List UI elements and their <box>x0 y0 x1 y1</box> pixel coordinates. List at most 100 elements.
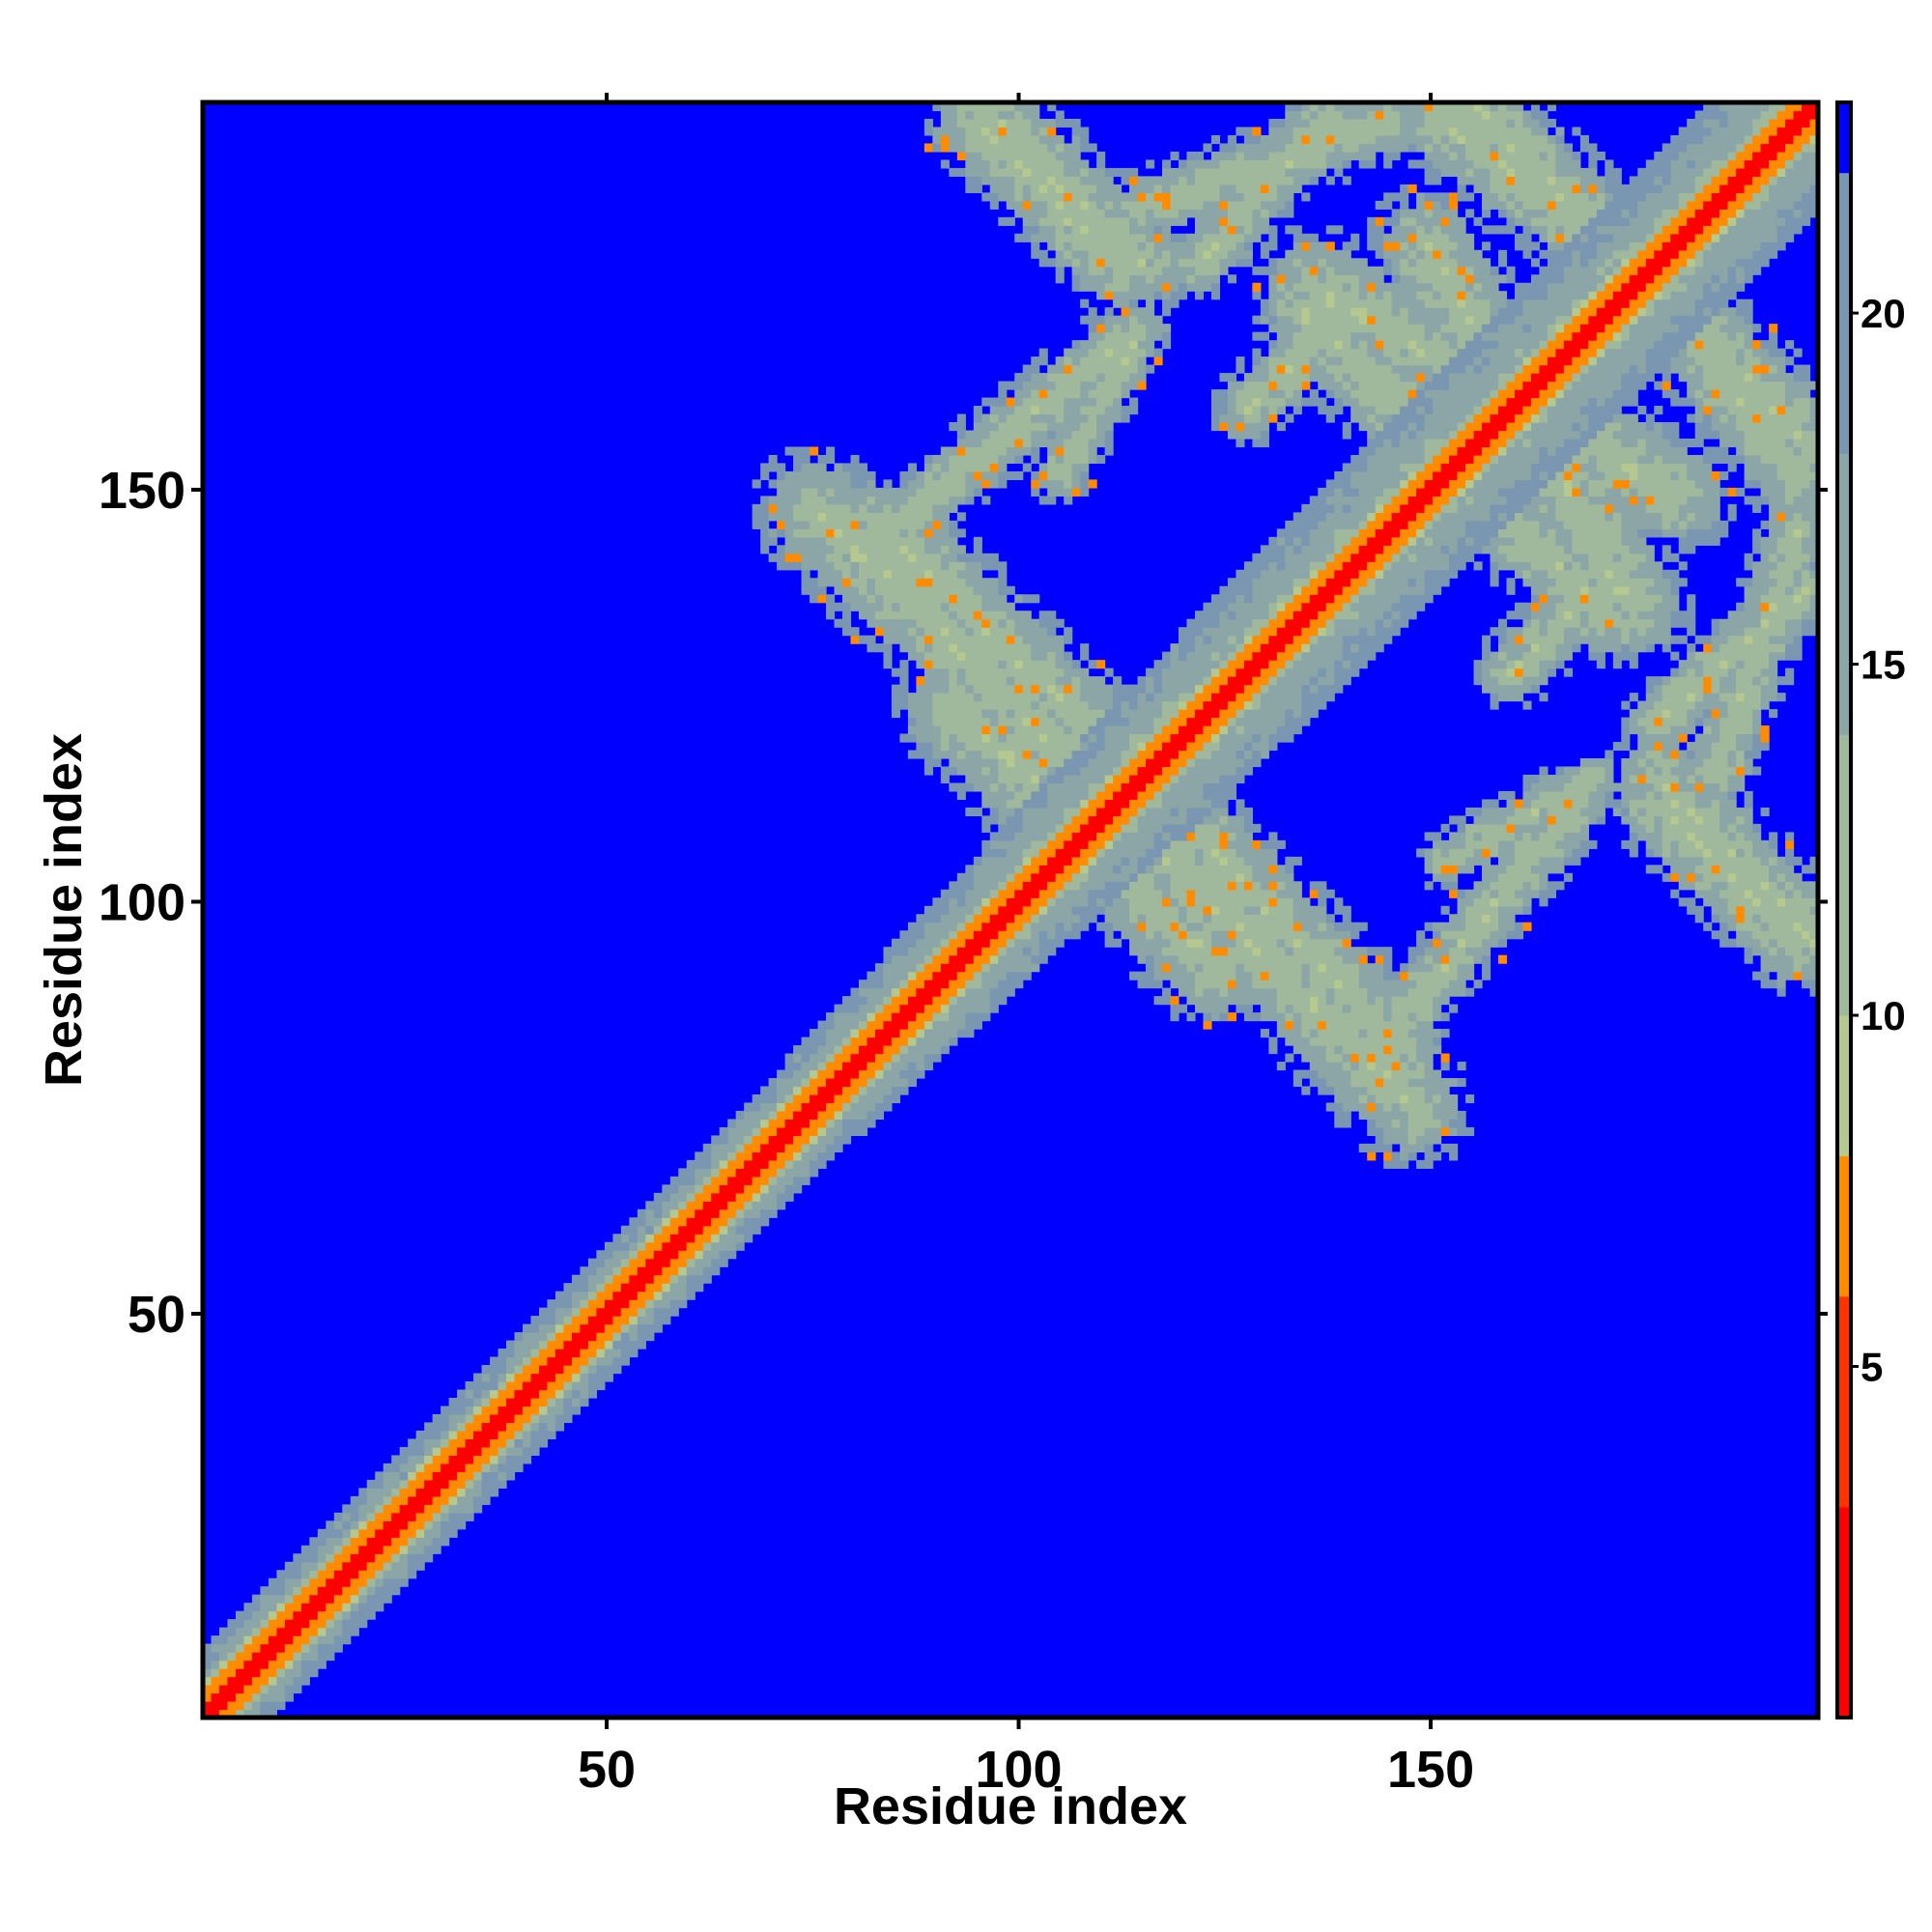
heatmap-cell <box>415 1463 425 1472</box>
heatmap-cell <box>1088 438 1097 448</box>
heatmap-cell <box>727 1176 737 1185</box>
heatmap-cell <box>1219 143 1229 153</box>
heatmap-cell <box>1006 987 1015 997</box>
heatmap-cell <box>1071 463 1081 472</box>
heatmap-cell <box>883 1102 893 1112</box>
heatmap-cell <box>989 790 999 801</box>
heatmap-cell <box>793 1119 803 1128</box>
heatmap-cell <box>1194 897 1205 907</box>
heatmap-cell <box>932 520 942 529</box>
heatmap-cell <box>998 561 1008 571</box>
heatmap-cell <box>793 536 803 546</box>
heatmap-cell <box>1260 192 1269 202</box>
heatmap-cell <box>923 118 933 128</box>
heatmap-cell <box>1071 364 1081 374</box>
heatmap-cell <box>653 1250 663 1260</box>
heatmap-cell <box>907 1020 917 1030</box>
heatmap-cell <box>399 1504 409 1514</box>
heatmap-cell <box>1194 865 1205 874</box>
heatmap-cell <box>375 1520 384 1530</box>
heatmap-cell <box>375 1545 384 1554</box>
heatmap-cell <box>998 832 1008 841</box>
heatmap-cell <box>1219 938 1229 948</box>
heatmap-cell <box>284 1668 294 1678</box>
heatmap-cell <box>612 1356 622 1366</box>
heatmap-cell <box>1113 200 1122 210</box>
heatmap-cell <box>1014 127 1024 136</box>
heatmap-cell <box>1227 947 1236 956</box>
heatmap-cell <box>989 578 999 587</box>
heatmap-cell <box>727 1225 737 1235</box>
heatmap-cell <box>629 1291 639 1300</box>
heatmap-cell <box>1243 807 1253 816</box>
heatmap-cell <box>1236 618 1245 628</box>
heatmap-cell <box>727 1241 737 1251</box>
heatmap-cell <box>1260 963 1269 973</box>
heatmap-cell <box>1088 905 1097 915</box>
heatmap-cell <box>1137 233 1147 242</box>
heatmap-cell <box>1031 143 1040 153</box>
heatmap-cell <box>1276 561 1286 571</box>
heatmap-cell <box>965 159 975 169</box>
heatmap-cell <box>523 1397 532 1407</box>
heatmap-cell <box>817 487 827 497</box>
heatmap-cell <box>1064 872 1073 882</box>
heatmap-cell <box>571 1307 582 1317</box>
heatmap-cell <box>399 1479 409 1489</box>
heatmap-cell <box>801 1126 810 1136</box>
heatmap-cell <box>842 1086 852 1095</box>
heatmap-cell <box>1236 930 1245 940</box>
heatmap-cell <box>1055 889 1065 898</box>
heatmap-cell <box>1129 397 1139 407</box>
heatmap-cell <box>932 693 942 702</box>
heatmap-cell <box>801 1168 810 1178</box>
heatmap-cell <box>251 1660 262 1669</box>
heatmap-cell <box>702 1143 712 1152</box>
heatmap-cell <box>399 1446 409 1457</box>
heatmap-cell <box>1071 184 1081 193</box>
heatmap-cell <box>1268 266 1278 275</box>
heatmap-cell <box>276 1586 286 1596</box>
heatmap-cell <box>620 1291 630 1300</box>
heatmap-cell <box>1186 684 1196 694</box>
heatmap-cell <box>727 1151 737 1161</box>
heatmap-cell <box>826 569 836 579</box>
heatmap-cell <box>1064 733 1073 743</box>
heatmap-cell <box>1252 225 1262 235</box>
heatmap-cell <box>432 1479 441 1489</box>
heatmap-cell <box>998 134 1008 145</box>
heatmap-cell <box>784 1086 794 1095</box>
heatmap-cell <box>1064 635 1073 644</box>
heatmap-cell <box>571 1356 582 1366</box>
heatmap-cell <box>998 930 1008 940</box>
heatmap-cell <box>1014 922 1024 931</box>
heatmap-cell <box>1014 159 1024 169</box>
heatmap-cell <box>1227 373 1236 383</box>
heatmap-cell <box>1096 454 1106 465</box>
heatmap-cell <box>1219 790 1229 801</box>
heatmap-cell <box>1022 102 1032 112</box>
heatmap-cell <box>1055 897 1065 907</box>
heatmap-cell <box>473 1479 483 1489</box>
heatmap-cell <box>1038 676 1048 686</box>
heatmap-cell <box>1121 167 1130 177</box>
heatmap-cell <box>1064 897 1073 907</box>
heatmap-cell <box>1203 889 1212 898</box>
heatmap-cell <box>1236 954 1245 964</box>
heatmap-cell <box>1031 184 1040 193</box>
heatmap-cell <box>1006 167 1015 177</box>
heatmap-cell <box>629 1217 639 1227</box>
heatmap-cell <box>326 1520 335 1530</box>
heatmap-cell <box>1243 709 1253 719</box>
heatmap-cell <box>1047 406 1057 415</box>
heatmap-cell <box>678 1250 688 1260</box>
heatmap-cell <box>956 1020 966 1030</box>
heatmap-cell <box>842 1029 852 1038</box>
heatmap-cell <box>842 553 852 562</box>
heatmap-cell <box>949 470 958 481</box>
heatmap-cell <box>940 693 950 702</box>
heatmap-cell <box>842 996 852 1006</box>
heatmap-cell <box>1252 397 1262 407</box>
heatmap-cell <box>956 118 966 128</box>
heatmap-cell <box>810 479 819 489</box>
